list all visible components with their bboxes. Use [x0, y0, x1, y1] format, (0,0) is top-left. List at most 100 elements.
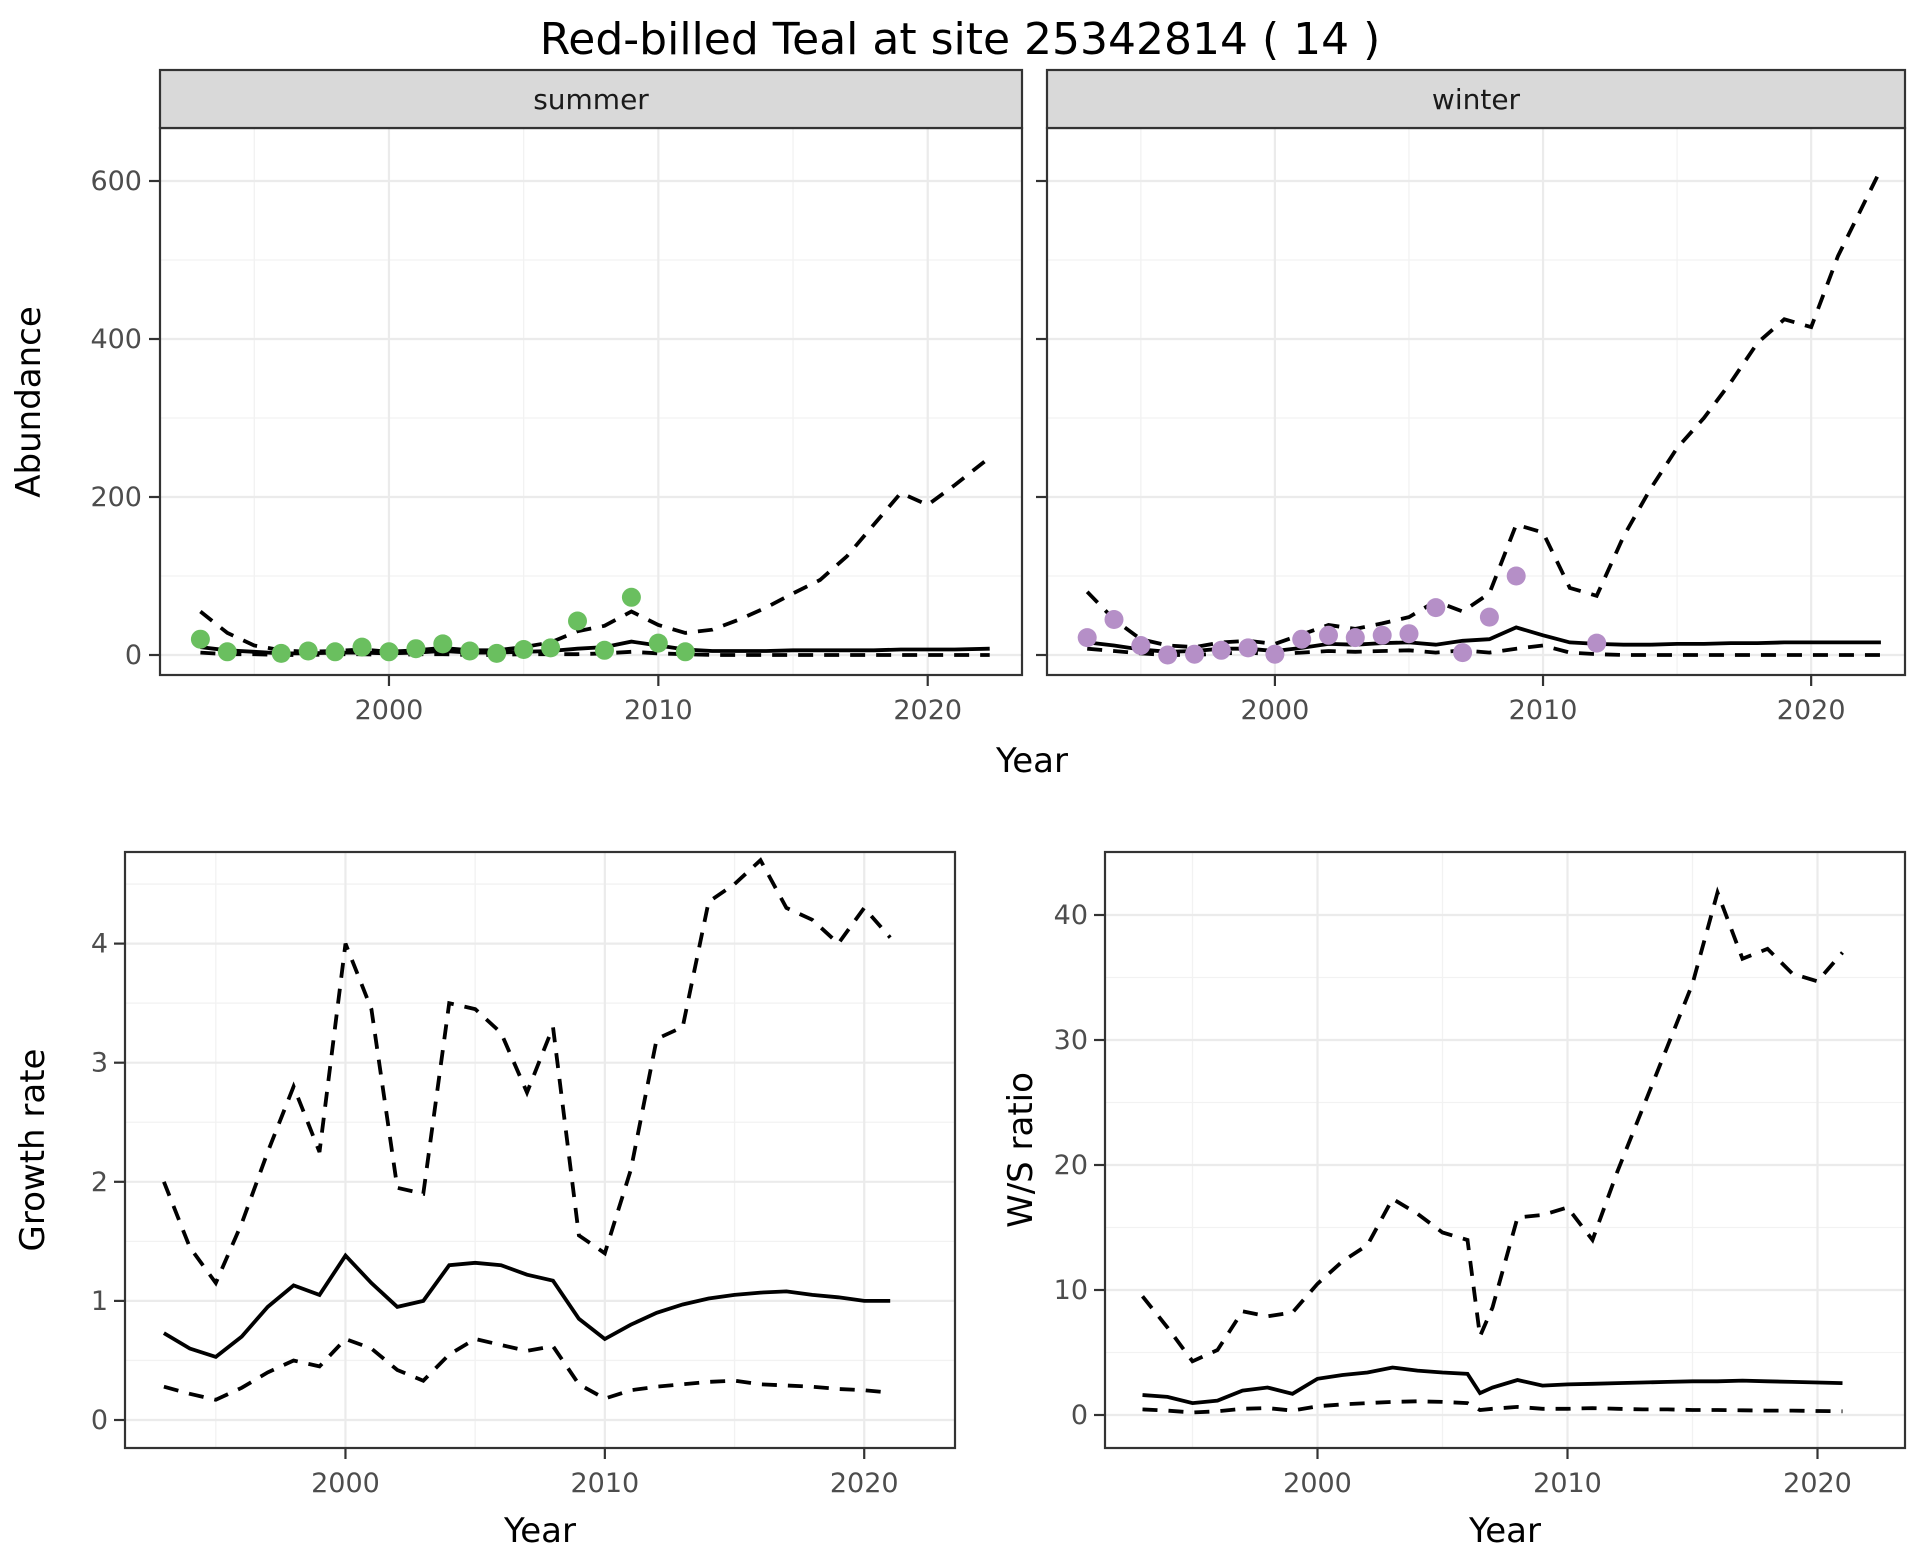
- abundance-summer-points: [190, 587, 695, 663]
- ws-ratio-y-axis-title: W/S ratio: [1001, 1072, 1041, 1228]
- abundance-winter-observed-count: [1319, 625, 1338, 645]
- abundance-summer-observed-count: [379, 642, 399, 662]
- y-tick-label: 3: [91, 1048, 108, 1079]
- x-tick-label: 2020: [1777, 695, 1846, 726]
- ws-ratio-upper-ci-line: [1141, 886, 1844, 1364]
- abundance-summer-observed-count: [217, 642, 237, 662]
- panel-background: [125, 852, 955, 1448]
- gridlines-minor: [1105, 852, 1905, 1448]
- panel-background: [160, 128, 1022, 675]
- abundance-winter-observed-count: [1372, 625, 1392, 645]
- plot-title: Red-billed Teal at site 25342814 ( 14 ): [539, 14, 1381, 65]
- ws-ratio-lower-ci-line: [1142, 1399, 1843, 1415]
- abundance-summer-observed-count: [325, 642, 345, 662]
- abundance-winter-observed-count: [1345, 628, 1365, 648]
- abundance-summer-observed-count: [568, 611, 587, 631]
- abundance-winter-observed-count: [1131, 636, 1151, 655]
- facet-strip-label: winter: [1432, 83, 1521, 116]
- x-tick-label: 2020: [830, 1468, 899, 1499]
- abundance-summer-observed-count: [271, 643, 291, 663]
- facet-strip-label: summer: [533, 83, 649, 116]
- gridlines-minor: [160, 128, 1022, 675]
- abundance-winter-observed-count: [1587, 633, 1607, 653]
- y-tick-label: 200: [90, 482, 142, 513]
- y-tick-label: 2: [91, 1167, 108, 1198]
- abundance-winter-observed-count: [1426, 598, 1446, 618]
- x-tick-label: 2010: [624, 695, 693, 726]
- gridlines-minor: [1047, 128, 1905, 675]
- y-tick-label: 20: [1054, 1150, 1088, 1181]
- gridlines-major: [125, 852, 955, 1448]
- abundance-summer-observed-count: [298, 641, 318, 661]
- abundance-y-axis-title: Abundance: [9, 306, 49, 498]
- panel-growth-rate: 2000 2010 2020 0 1 2 3 4: [91, 850, 957, 1499]
- facet-strip: [158, 68, 1024, 130]
- x-tick-label: 2000: [311, 1468, 380, 1499]
- x-tick-label: 2000: [1283, 1468, 1352, 1499]
- gridlines-major: [1105, 852, 1905, 1448]
- abundance-summer-observed-count: [541, 638, 561, 658]
- abundance-winter-observed-count: [1479, 607, 1499, 627]
- abundance-summer-observed-count: [190, 629, 210, 649]
- x-tick-label: 2010: [1509, 695, 1578, 726]
- panel-ws-ratio: 2000 2010 2020 0 10 20 30 40: [1054, 850, 1907, 1499]
- panel-background: [1105, 852, 1905, 1448]
- growth-rate-x-axis-title: Year: [503, 1511, 576, 1551]
- abundance-winter-observed-count: [1265, 644, 1285, 664]
- ws-ratio-x-axis-title: Year: [1468, 1511, 1541, 1551]
- panel-abundance-summer: summer 2000 2010 2020 0 200 400 600: [90, 68, 1024, 726]
- abundance-summer-observed-count: [621, 587, 641, 607]
- x-tick-label: 2000: [1241, 695, 1310, 726]
- abundance-winter-observed-count: [1185, 644, 1204, 664]
- abundance-summer-observed-count: [406, 639, 426, 659]
- growth-rate-y-axis-title: Growth rate: [13, 1049, 53, 1252]
- y-tick-label: 400: [90, 324, 142, 355]
- growth-rate-median-line: [162, 1252, 891, 1360]
- y-tick-label: 600: [90, 166, 142, 197]
- x-tick-label: 2000: [355, 695, 424, 726]
- abundance-winter-points: [1077, 566, 1607, 665]
- abundance-winter-observed-count: [1453, 643, 1473, 663]
- abundance-summer-observed-count: [352, 637, 372, 657]
- y-tick-label: 0: [1071, 1400, 1088, 1431]
- abundance-winter-upper-ci-line: [1085, 168, 1883, 650]
- abundance-summer-observed-count: [487, 643, 507, 663]
- abundance-winter-observed-count: [1077, 628, 1097, 648]
- y-tick-label: 1: [91, 1286, 108, 1317]
- y-tick-label: 0: [91, 1405, 108, 1436]
- abundance-summer-observed-count: [433, 634, 453, 654]
- x-tick-label: 2020: [893, 695, 962, 726]
- gridlines-minor: [125, 852, 955, 1448]
- panel-border: [1103, 850, 1907, 1450]
- y-tick-label: 30: [1054, 1025, 1088, 1056]
- y-tick-label: 40: [1054, 900, 1088, 931]
- abundance-winter-observed-count: [1211, 640, 1231, 660]
- panel-background: [1047, 128, 1905, 675]
- x-tick-label: 2020: [1783, 1468, 1852, 1499]
- abundance-winter-observed-count: [1158, 645, 1178, 665]
- abundance-summer-observed-count: [514, 640, 534, 659]
- abundance-winter-observed-count: [1238, 638, 1258, 658]
- abundance-x-axis-title: Year: [995, 741, 1068, 781]
- panel-abundance-winter: winter 2000 2010 2020: [1036, 68, 1907, 726]
- abundance-summer-observed-count: [595, 640, 614, 660]
- y-tick-label: 0: [125, 640, 142, 671]
- abundance-winter-observed-count: [1104, 610, 1124, 629]
- abundance-winter-observed-count: [1399, 624, 1419, 644]
- y-tick-label: 10: [1054, 1275, 1088, 1306]
- abundance-winter-observed-count: [1292, 629, 1312, 649]
- x-tick-label: 2010: [1533, 1468, 1602, 1499]
- abundance-summer-observed-count: [675, 642, 695, 662]
- abundance-summer-observed-count: [460, 641, 480, 661]
- facet-strip: [1045, 68, 1907, 130]
- growth-rate-lower-ci-line: [163, 1336, 891, 1402]
- panel-border: [123, 850, 957, 1450]
- x-tick-label: 2010: [570, 1468, 639, 1499]
- abundance-winter-observed-count: [1506, 566, 1526, 586]
- y-tick-label: 4: [91, 929, 108, 960]
- ws-ratio-median-line: [1142, 1365, 1843, 1406]
- growth-rate-upper-ci-line: [162, 857, 892, 1287]
- abundance-summer-observed-count: [648, 633, 668, 653]
